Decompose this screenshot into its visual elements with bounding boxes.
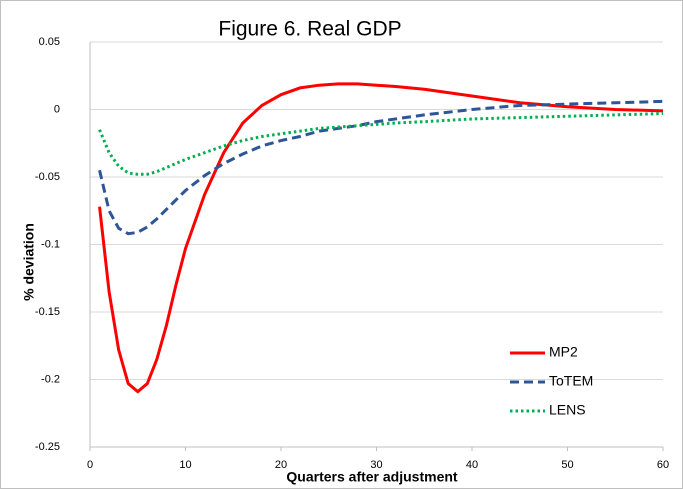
x-tick-label: 20: [275, 459, 287, 471]
x-tick-label: 10: [179, 459, 191, 471]
y-tick-label: 0.05: [39, 36, 60, 48]
y-tick-label: -0.15: [35, 306, 60, 318]
x-tick-label: 50: [561, 459, 573, 471]
series-line: [98, 82, 664, 394]
series-line: [98, 99, 664, 236]
x-tick-label: 40: [466, 459, 478, 471]
legend-label: LENS: [549, 402, 586, 418]
y-axis-label: % deviation: [21, 223, 37, 301]
y-tick-label: -0.1: [41, 238, 60, 250]
chart-title: Figure 6. Real GDP: [218, 18, 401, 41]
y-tick-label: -0.25: [35, 441, 60, 453]
series-line: [98, 112, 664, 176]
x-axis-label: Quarters after adjustment: [286, 469, 457, 485]
legend-label: ToTEM: [549, 373, 593, 389]
x-tick-label: 60: [657, 459, 669, 471]
x-tick-label: 0: [87, 459, 93, 471]
y-tick-label: 0: [54, 103, 60, 115]
y-tick-label: -0.2: [41, 373, 60, 385]
legend-label: MP2: [549, 344, 578, 360]
x-tick-label: 30: [370, 459, 382, 471]
y-tick-label: -0.05: [35, 171, 60, 183]
